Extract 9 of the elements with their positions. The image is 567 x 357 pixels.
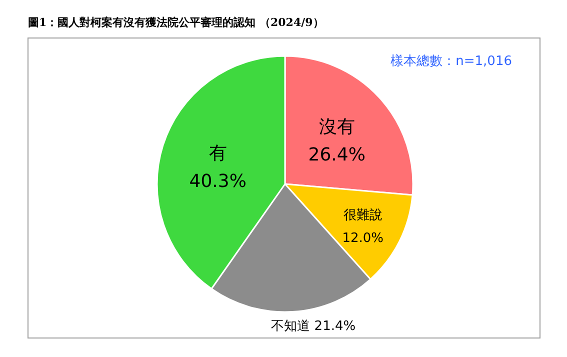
chart-title: 圖1：國人對柯案有沒有獲法院公平審理的認知 （2024/9） [28,16,324,29]
data-label: 12.0% [342,230,384,246]
slice-label: 不知道 21.4% [271,319,356,334]
data-label: 26.4% [308,144,366,166]
slice-label: 很難說 [343,208,382,223]
slice-label: 沒有 [318,116,355,138]
slice-label: 有 [208,142,227,164]
text: 樣本總數：n=1,016 [390,54,512,69]
data-label: 40.3% [189,170,246,192]
